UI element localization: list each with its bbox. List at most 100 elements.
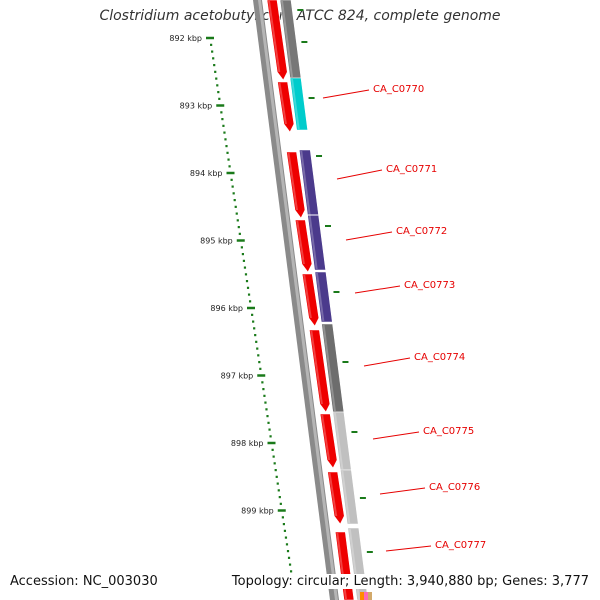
gene-label-leader [345, 231, 393, 241]
ruler-minor-tick [211, 50, 214, 53]
gene-block-shade [300, 151, 318, 269]
ruler-minor-tick [248, 300, 252, 303]
ruler-minor-tick [212, 57, 215, 60]
bottom-mark [364, 592, 368, 600]
ruler-minor-tick [215, 77, 218, 80]
cds-arrow-shade [268, 1, 281, 72]
bottom-mark [360, 592, 364, 600]
ruler-minor-tick [272, 455, 275, 458]
gene-block-shade [281, 1, 294, 77]
gene-label-layer: CA_C0770 CA_C0771 CA_C0772 CA_C0773 CA_C0774… [322, 84, 486, 552]
ruler-minor-tick [274, 469, 277, 472]
accession-text: Accession: NC_003030 [8, 574, 160, 589]
gene-label-leader [385, 545, 432, 552]
ruler-minor-tick [261, 381, 264, 384]
cds-arrow [319, 413, 338, 469]
ruler-minor-tick [269, 435, 272, 438]
ruler-minor-tick [275, 475, 278, 478]
ruler-minor-tick [265, 408, 268, 411]
ruler-tick-label: 892 kbp [169, 34, 202, 43]
gene-block [339, 469, 359, 525]
ruler-minor-tick [264, 401, 267, 404]
ruler-minor-tick [228, 165, 231, 168]
ruler-minor-tick [262, 388, 265, 391]
ruler-minor-tick [287, 556, 291, 559]
ruler-minor-tick [236, 219, 239, 222]
ruler-minor-tick [254, 334, 257, 337]
ruler-minor-tick [213, 64, 216, 67]
ruler-minor-tick [220, 111, 223, 114]
cds-arrow-shade [278, 83, 287, 124]
gene-block [314, 271, 333, 323]
ruler-minor-tick [226, 151, 229, 154]
ruler-minor-tick [277, 489, 280, 492]
ruler-minor-tick [263, 394, 266, 397]
gene-label[interactable]: CA_C0773 [404, 280, 455, 291]
ruler-minor-tick [285, 543, 289, 546]
cds-arrow [286, 151, 306, 219]
gene-block [298, 149, 326, 271]
ruler-tick-label: 898 kbp [231, 439, 264, 448]
ruler-minor-tick [288, 563, 292, 566]
backbone-highlight [258, 0, 338, 600]
gene-label[interactable]: CA_C0777 [435, 540, 486, 551]
gene-track [279, 0, 373, 600]
ruler-minor-tick [243, 266, 247, 269]
ruler-layer: 892 kbp 893 kbp 894 kbp 895 kbp 896 kbp 897 k… [169, 34, 293, 583]
gene-block-shade [291, 79, 300, 129]
ruler-tick-label: 895 kbp [200, 237, 233, 246]
gene-label-leader [379, 487, 426, 495]
ruler-minor-tick [214, 70, 217, 73]
gene-block [289, 77, 309, 131]
ruler-minor-tick [216, 84, 219, 87]
gene-label[interactable]: CA_C0774 [414, 352, 465, 363]
cds-arrow [309, 329, 331, 413]
ruler-minor-tick [223, 131, 226, 134]
genome-title: Clostridium acetobutylicum ATCC 824, com… [99, 8, 501, 24]
cds-arrow-shade [303, 275, 312, 318]
gene-label-leader [354, 285, 401, 294]
ruler-minor-tick [233, 199, 236, 202]
ruler-minor-tick [286, 550, 290, 553]
ruler-minor-tick [266, 415, 269, 418]
ruler-minor-tick [222, 124, 225, 127]
gene-label[interactable]: CA_C0770 [373, 84, 424, 95]
ruler-minor-tick [217, 91, 220, 94]
cds-arrow [327, 471, 345, 525]
gene-label-leader [336, 169, 383, 180]
ruler-minor-tick [235, 212, 238, 215]
gene-label[interactable]: CA_C0776 [429, 482, 480, 493]
ruler-minor-tick [258, 361, 261, 364]
cds-arrow [266, 0, 288, 81]
gene-label[interactable]: CA_C0775 [423, 426, 474, 437]
ruler-minor-tick [230, 178, 233, 181]
ruler-minor-tick [210, 43, 213, 46]
cds-arrow-shade [328, 473, 338, 516]
ruler-minor-tick [267, 421, 270, 424]
ruler-minor-tick [232, 192, 235, 195]
ruler-minor-tick [281, 516, 284, 519]
ruler-minor-tick [268, 428, 271, 431]
ruler-minor-tick [234, 205, 237, 208]
ruler-minor-tick [271, 448, 274, 451]
ruler-minor-tick [276, 482, 279, 485]
ruler-minor-tick [284, 536, 288, 539]
ruler-minor-tick [247, 293, 251, 296]
cds-arrow-shade [296, 221, 305, 264]
gene-label[interactable]: CA_C0772 [396, 226, 447, 237]
cds-arrow [301, 273, 320, 327]
ruler-minor-tick [278, 496, 281, 499]
ruler-minor-tick [224, 138, 227, 141]
bottom-mark [368, 592, 372, 600]
gene-block-shade [341, 471, 351, 523]
ruler-minor-tick [245, 280, 249, 283]
cds-track [266, 0, 355, 600]
cds-arrow-shade [321, 415, 331, 460]
ruler-minor-tick [241, 253, 244, 256]
gene-label-leader [363, 357, 411, 367]
gene-label[interactable]: CA_C0771 [386, 164, 437, 175]
ruler-minor-tick [238, 232, 241, 235]
ruler-minor-tick [256, 347, 259, 350]
